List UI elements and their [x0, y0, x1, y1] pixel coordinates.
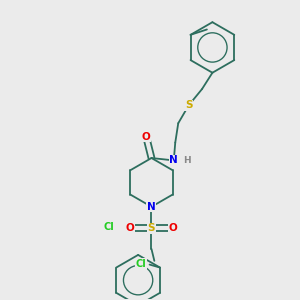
- Text: O: O: [142, 132, 151, 142]
- Text: O: O: [126, 223, 134, 233]
- Text: N: N: [169, 155, 178, 165]
- Text: S: S: [185, 100, 192, 110]
- Text: H: H: [183, 156, 191, 165]
- Text: O: O: [169, 223, 177, 233]
- Text: Cl: Cl: [103, 222, 114, 232]
- Text: Cl: Cl: [135, 259, 146, 269]
- Text: N: N: [147, 202, 156, 212]
- Text: S: S: [148, 223, 155, 233]
